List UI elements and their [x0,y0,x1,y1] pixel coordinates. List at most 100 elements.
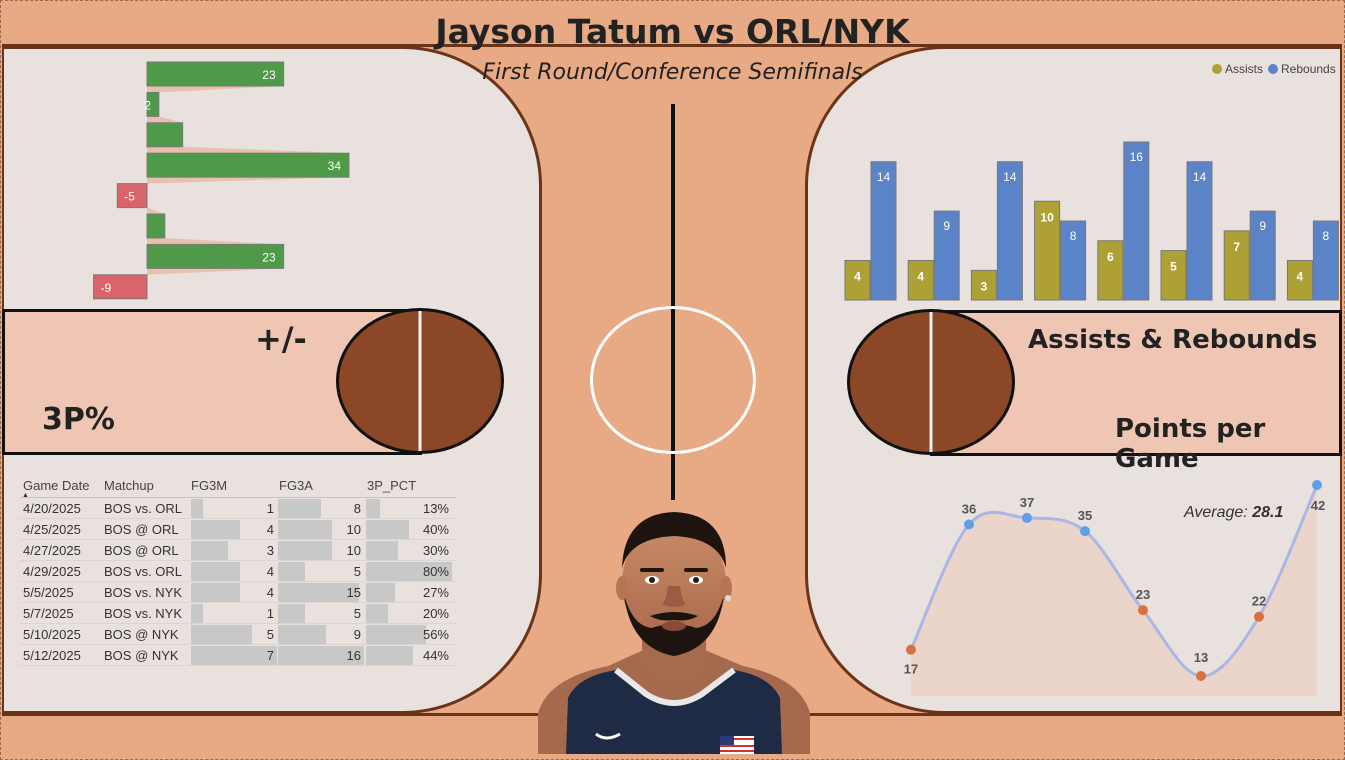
rebounds-bar [933,210,960,301]
fg3a-cell: 15 [278,583,364,602]
page-subtitle: First Round/Conference Semifinals [482,60,863,85]
table-row: 5/10/2025 BOS @ NYK 5 9 56% [20,624,456,645]
legend-assists-marker [1212,64,1222,74]
assists-data-label: 6 [1107,250,1114,264]
data-bar [191,541,228,560]
matchup-cell: BOS @ ORL [104,543,179,558]
points-marker [1138,605,1148,616]
legend-rebounds-label: Rebounds [1281,62,1336,76]
plus-minus-bar [116,183,148,209]
cell-value: 8 [353,501,361,516]
data-bar [366,646,413,665]
cell-value: 80% [422,564,449,579]
data-bar [366,520,409,539]
assists-data-label: 4 [1297,270,1304,284]
plus-minus-data-label: 2 [144,98,151,112]
data-bar [278,646,364,665]
points-per-game-chart: 17 36 37 35 23 13 22 42 Average: 28.1 [904,480,1325,696]
cell-value: 4 [266,564,274,579]
cell-value: 15 [346,585,361,600]
plus-minus-bar [146,213,166,239]
points-data-label: 22 [1252,594,1266,609]
basketball-icon [336,308,504,454]
points-marker [1196,671,1206,681]
cell-value: 1 [266,501,274,516]
three-pct-cell: 27% [366,583,452,602]
rebounds-bar [1123,141,1150,301]
plus-minus-label: +/- [255,320,307,358]
basketball-icon [847,309,1015,455]
cell-value: 7 [266,648,274,663]
rebounds-bar [870,161,897,301]
data-bar [366,583,395,602]
assists-rebounds-label: Assists & Rebounds [1028,325,1318,355]
fg3m-cell: 4 [191,562,277,581]
assists-bar [1160,250,1187,301]
center-circle [590,306,756,454]
cell-value: 10 [346,543,361,558]
three-pct-cell: 13% [366,499,452,518]
assists-bar [1286,260,1313,301]
data-bar [278,562,305,581]
fg3a-cell: 5 [278,604,364,623]
legend-assists-label: Assists [1225,62,1263,76]
column-header-fg3m[interactable]: FG3M [191,478,228,493]
data-bar [278,520,332,539]
cell-value: 5 [266,627,274,642]
plus-minus-bar [93,274,148,300]
column-header-game-date[interactable]: Game Date [23,478,90,493]
data-bar [191,625,252,644]
cell-value: 9 [353,627,361,642]
points-marker [1022,512,1032,523]
fg3m-cell: 4 [191,583,277,602]
rebounds-data-label: 16 [1130,150,1144,164]
sort-ascending-icon: ▲ [22,492,29,499]
points-per-game-label: Points per Game [1115,414,1266,474]
bar-connector [147,116,183,123]
rebounds-data-label: 9 [943,219,950,233]
three-pct-cell: 40% [366,520,452,539]
data-bar [191,604,203,623]
cell-value: 3 [266,543,274,558]
plus-minus-data-label: 23 [262,250,276,264]
cell-value: 5 [353,564,361,579]
cell-value: 27% [422,585,449,600]
points-marker [1254,611,1264,622]
data-bar [191,499,203,518]
points-marker [1312,480,1322,490]
fg3a-cell: 9 [278,625,364,644]
column-header-3p-pct[interactable]: 3P_PCT [367,478,417,493]
cell-value: 20% [422,606,449,621]
fg3m-cell: 1 [191,499,277,518]
three-pct-cell: 80% [366,562,452,581]
assists-data-label: 5 [1170,260,1177,274]
table-row: 4/20/2025 BOS vs. ORL 1 8 13% [20,498,456,519]
average-value: 28.1 [1251,504,1283,521]
data-bar [191,646,277,665]
points-data-label: 35 [1078,508,1092,523]
page-title: Jayson Tatum vs ORL/NYK [435,12,910,51]
data-bar [191,583,240,602]
rebounds-data-label: 14 [1003,170,1017,184]
cell-value: 13% [422,501,449,516]
rebounds-data-label: 14 [1193,170,1207,184]
plus-minus-data-label: 23 [262,68,276,82]
points-marker [906,644,916,655]
assists-bar [907,260,934,301]
fg3m-cell: 4 [191,520,277,539]
assists-bar [970,269,997,301]
bar-connector [147,238,284,245]
table-body: 4/20/2025 BOS vs. ORL 1 8 13% 4/25/2025 BOS @ … [20,498,456,666]
game-date-cell: 5/10/2025 [23,627,81,642]
three-pct-cell: 56% [366,625,452,644]
column-header-matchup[interactable]: Matchup [104,478,154,493]
cell-value: 16 [346,648,361,663]
points-data-label: 13 [1194,650,1208,665]
plus-minus-chart: 23 2 34 -5 23 -9 [93,61,350,300]
column-header-fg3a[interactable]: FG3A [279,478,313,493]
points-data-label: 37 [1020,495,1034,510]
data-bar [191,520,240,539]
assists-data-label: 4 [854,270,861,284]
points-marker [964,519,974,530]
cell-value: 40% [422,522,449,537]
